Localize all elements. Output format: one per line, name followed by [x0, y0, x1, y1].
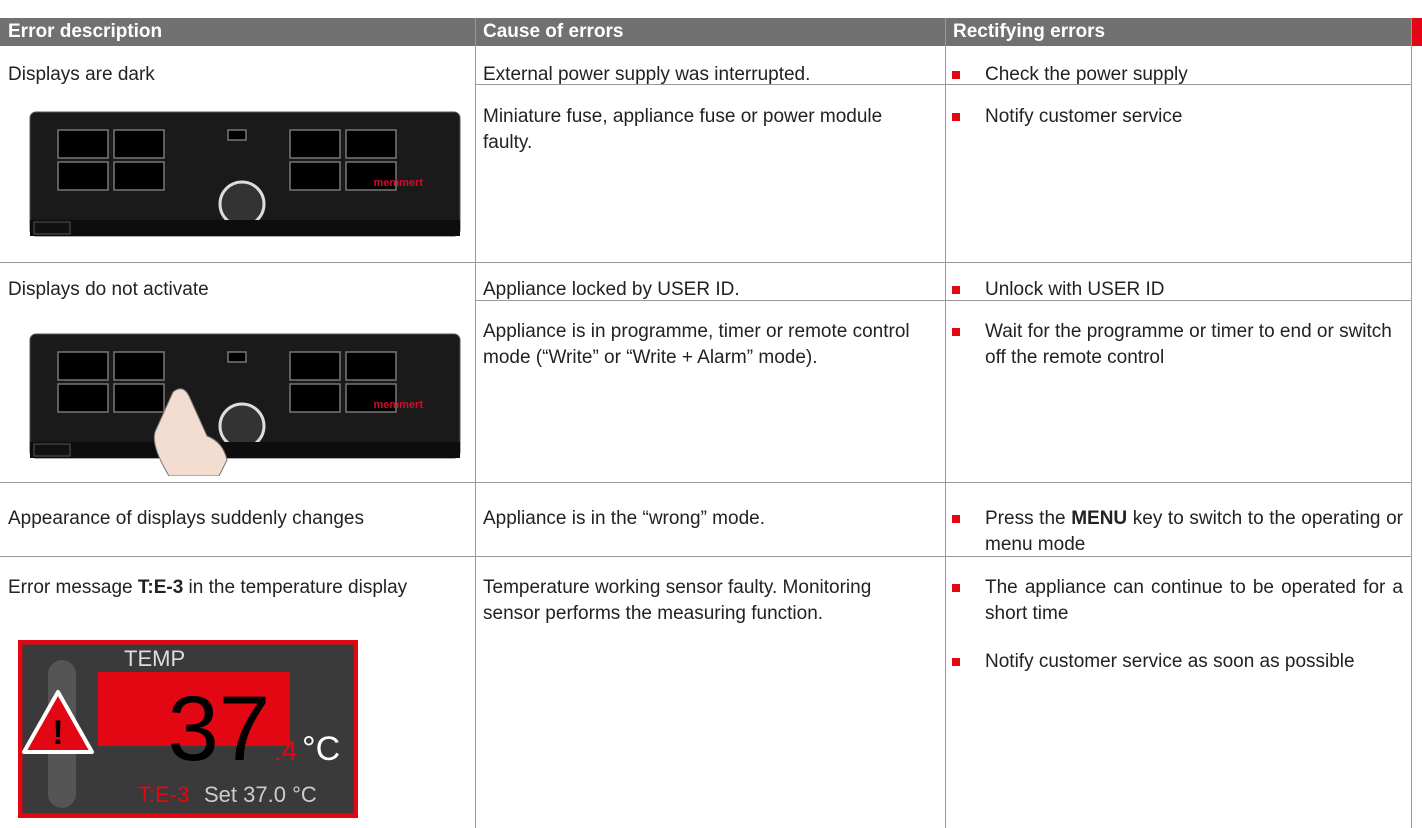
bullet: [952, 515, 960, 523]
text: Appearance of displays suddenly changes: [8, 508, 364, 529]
remedy: Unlock with USER ID: [985, 277, 1403, 303]
cause: External power supply was interrupted.: [483, 64, 811, 85]
remedy: Notify customer service as soon as possi…: [985, 649, 1403, 675]
remedy: The appliance can continue to be operate…: [985, 575, 1403, 627]
key-name: MENU: [1071, 508, 1128, 529]
cause: Miniature fuse, appliance fuse or power …: [483, 106, 883, 153]
error-code: T:E-3: [137, 577, 184, 598]
text: Check the power supply: [985, 64, 1188, 85]
error-description: Displays are dark: [8, 62, 155, 88]
cause: Appliance is in the “wrong” mode.: [483, 508, 765, 529]
text: in the temperature display: [183, 577, 408, 598]
text: The appliance can continue to be operate…: [985, 577, 1403, 624]
display-unit: °C: [302, 730, 340, 768]
row-divider: [0, 482, 1412, 483]
edge-marker: [1412, 18, 1422, 46]
column-divider: [1411, 18, 1412, 828]
text: Wait for the programme or timer to end o…: [985, 321, 1392, 368]
bullet: [952, 113, 960, 121]
text: Notify customer service as soon as possi…: [985, 651, 1355, 672]
display-error: T:E-3: [138, 782, 189, 807]
error-description: Appearance of displays suddenly changes: [8, 506, 364, 532]
brand: memmert: [373, 399, 423, 411]
text: Press the: [985, 508, 1072, 529]
text: Displays do not activate: [8, 279, 209, 300]
row-divider: [0, 556, 1412, 557]
column-header: Rectifying errors: [953, 21, 1106, 42]
row-divider: [0, 262, 1412, 263]
display-setpoint: Set 37.0 °C: [204, 782, 317, 807]
cause: Temperature working sensor faulty. Monit…: [483, 577, 872, 624]
display-decimal: .4: [274, 735, 297, 766]
text: Notify customer service: [985, 106, 1183, 127]
bullet: [952, 658, 960, 666]
text: Displays are dark: [8, 64, 155, 85]
remedy: Notify customer service: [985, 104, 1403, 130]
text: key to switch to the operating or menu m…: [985, 508, 1403, 555]
remedy: Press the MENU key to switch to the oper…: [985, 506, 1403, 558]
table-header: [0, 18, 1412, 46]
controller-image: memmert: [29, 111, 461, 237]
display-value: 37: [168, 678, 270, 780]
column-header: Error description: [8, 21, 163, 42]
display-label: TEMP: [124, 646, 185, 671]
bullet: [952, 71, 960, 79]
controller-image: memmert: [29, 333, 461, 476]
remedy: Check the power supply: [985, 62, 1403, 88]
temperature-display-image: ! TEMP 37 .4 °C T:E-3 Set 37.0 °C: [18, 640, 358, 818]
bullet: [952, 328, 960, 336]
remedy: Wait for the programme or timer to end o…: [985, 319, 1407, 371]
cause: Appliance locked by USER ID.: [483, 279, 740, 300]
column-header: Cause of errors: [483, 21, 624, 42]
bullet: [952, 286, 960, 294]
error-description: Error message T:E-3 in the temperature d…: [8, 575, 468, 601]
svg-text:!: !: [52, 714, 63, 752]
bullet: [952, 584, 960, 592]
text: Error message: [8, 577, 138, 598]
row-divider: [475, 84, 1412, 85]
error-description: Displays do not activate: [8, 277, 209, 303]
brand: memmert: [373, 177, 423, 189]
row-divider: [475, 300, 1412, 301]
cause: Appliance is in programme, timer or remo…: [483, 321, 910, 368]
column-divider: [475, 18, 476, 828]
text: Unlock with USER ID: [985, 279, 1165, 300]
column-divider: [945, 18, 946, 828]
